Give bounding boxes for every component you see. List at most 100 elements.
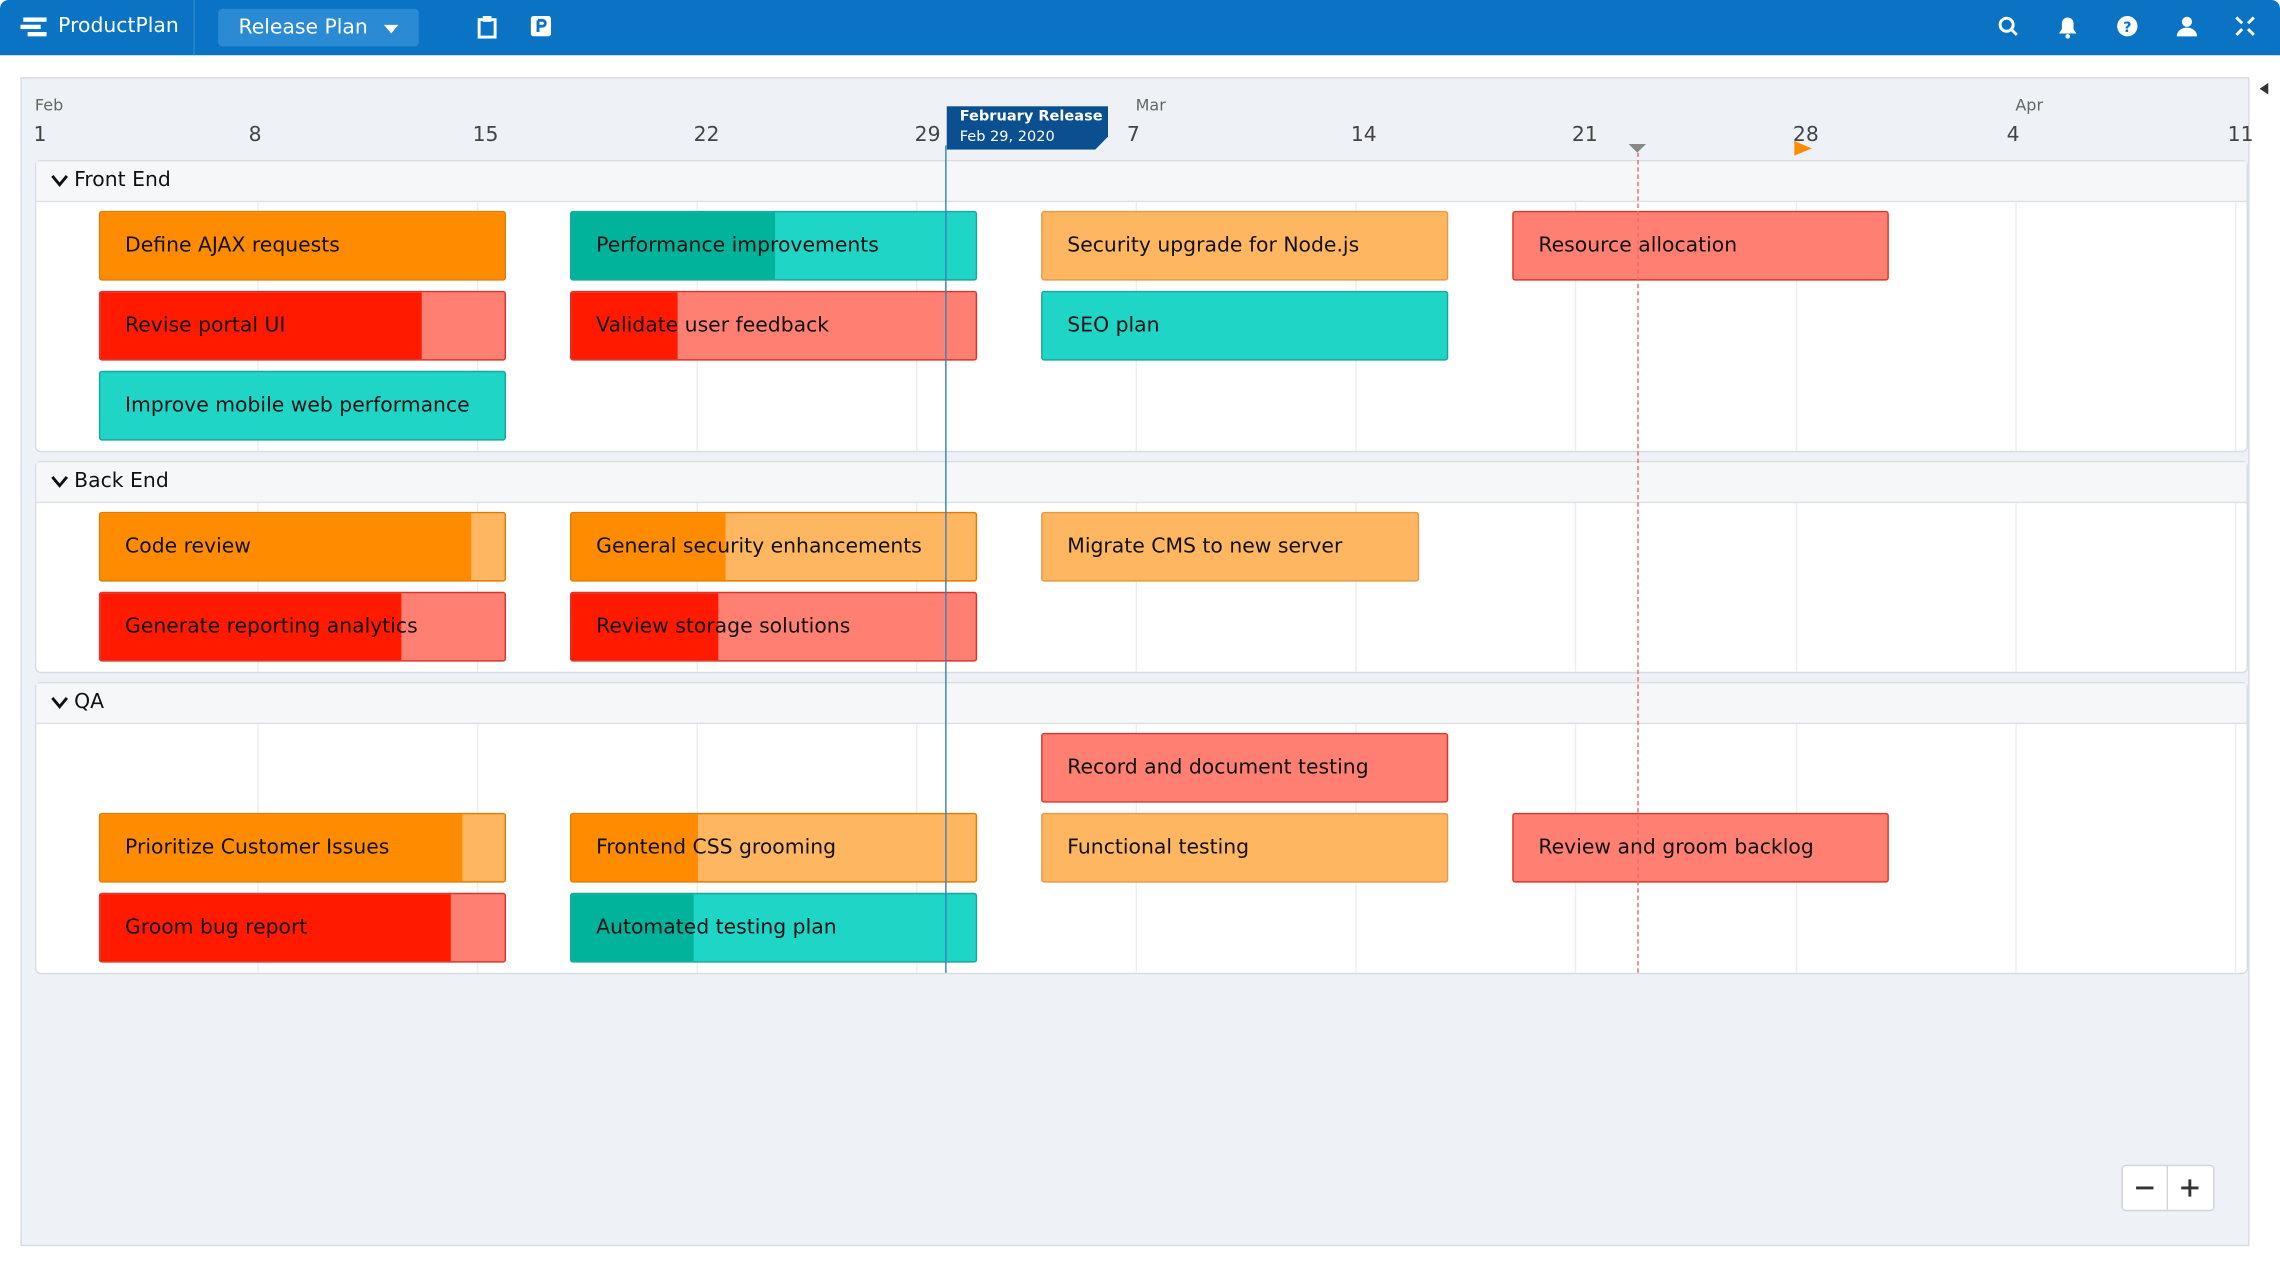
bar-label: Generate reporting analytics [125,615,418,639]
bar-label: Revise portal UI [125,314,286,338]
grid-line [696,501,698,672]
day-label: 8 [248,123,262,147]
bar[interactable]: Generate reporting analytics [98,591,507,662]
grid-line [2234,200,2237,451]
bar-progress [571,814,698,882]
collapse-caret[interactable] [51,475,69,488]
day-label: 11 [2227,123,2254,147]
clipboard-icon[interactable] [477,15,497,39]
lane-header[interactable]: Back End [36,462,2247,504]
bar[interactable]: Review and groom backlog [1512,812,1889,883]
release-line [945,145,947,973]
day-label: 14 [1350,123,1377,147]
day-label: 28 [1792,123,1819,147]
bar[interactable]: General security enhancements [569,511,978,582]
bar[interactable]: Improve mobile web performance [98,370,507,441]
bar[interactable]: Migrate CMS to new server [1041,511,1420,582]
toolbar-icons[interactable]: ? [1998,15,2260,39]
bar-label: Groom bug report [125,916,308,940]
bar-label: SEO plan [1067,314,1160,338]
logo [20,17,47,37]
brand[interactable]: ProductPlan [58,14,179,38]
bar-progress [100,212,505,280]
day-label: 7 [1126,123,1140,147]
bar-label: Review and groom backlog [1538,836,1814,860]
grid-line [2234,501,2237,672]
grid-line [1795,501,1798,672]
bar[interactable]: Prioritize Customer Issues [98,812,507,883]
bar[interactable]: Review storage solutions [569,591,978,662]
bar-label: General security enhancements [596,535,922,559]
plan-name: Release Plan [238,15,368,40]
bar[interactable]: Security upgrade for Node.js [1041,210,1449,281]
lane-name: QA [74,690,105,714]
day-label: 22 [693,123,720,147]
grid-line [1574,501,1577,672]
zoom-out[interactable] [2136,1179,2154,1196]
top-bar: ProductPlan Release Plan ? [0,0,2280,56]
bar[interactable]: Frontend CSS grooming [569,812,978,883]
lane-header[interactable]: QA [36,683,2247,725]
bar-label: Record and document testing [1067,756,1369,780]
collapse-caret[interactable] [51,697,69,710]
bar-progress [571,894,694,962]
bar-label: Improve mobile web performance [125,394,470,418]
milestone-title: February Release [959,109,1103,126]
svg-text:?: ? [2123,20,2131,36]
milestone-date: Feb 29, 2020 [959,129,1055,146]
bar[interactable]: Code review [98,511,507,582]
bar-progress [571,292,678,360]
grid-line [2234,722,2237,973]
grid-line [2015,501,2017,672]
bar-progress [100,513,471,581]
lane-name: Back End [74,469,169,493]
bar-progress [571,513,727,581]
bar-progress [571,212,776,280]
collapse-caret[interactable] [51,174,69,187]
bar-label: Functional testing [1067,836,1250,860]
grid-line [916,501,918,672]
month-label: Feb [34,95,64,115]
grid-line [2015,722,2017,973]
milestone-flag[interactable]: February Release Feb 29, 2020 [946,106,1109,150]
bar-progress [571,593,719,661]
day-label: 21 [1571,123,1598,147]
bar-label: Review storage solutions [596,615,851,639]
bar-label: Frontend CSS grooming [596,836,837,860]
grid-line [1135,501,1138,672]
bar[interactable]: Validate user feedback [569,290,978,361]
bar-label: Validate user feedback [596,314,830,338]
bar[interactable]: Groom bug report [98,892,507,963]
bar[interactable]: Define AJAX requests [98,210,507,281]
bar[interactable]: Functional testing [1041,812,1449,883]
grid-line [1355,501,1357,672]
p-icon[interactable] [530,15,552,37]
day-label: 29 [914,123,941,147]
bar-progress [100,593,402,661]
bar-progress [100,814,463,882]
plan-select[interactable]: Release Plan [218,8,419,47]
bar[interactable]: Automated testing plan [569,892,978,963]
bar[interactable]: SEO plan [1041,290,1449,361]
bar-label: Performance improvements [596,234,879,258]
lane-name: Front End [74,168,171,192]
bar[interactable]: Performance improvements [569,210,978,281]
bar-label: Prioritize Customer Issues [125,836,390,860]
day-label: 15 [472,123,499,147]
grid-line [2015,200,2017,451]
month-label: Mar [1135,95,1166,115]
bar-progress [100,292,422,360]
bar[interactable]: Revise portal UI [98,290,507,361]
bar[interactable]: Resource allocation [1512,210,1889,281]
zoom-in[interactable] [2181,1179,2199,1197]
markers [1628,141,1812,156]
grid-line [1574,200,1577,451]
lane-header[interactable]: Front End [36,161,2247,203]
grid-line [476,501,479,672]
bar-progress [100,894,451,962]
bar[interactable]: Record and document testing [1041,732,1449,803]
bar-label: Code review [125,535,251,559]
zoom-controls [2121,1164,2215,1212]
day-label: 1 [33,123,47,147]
